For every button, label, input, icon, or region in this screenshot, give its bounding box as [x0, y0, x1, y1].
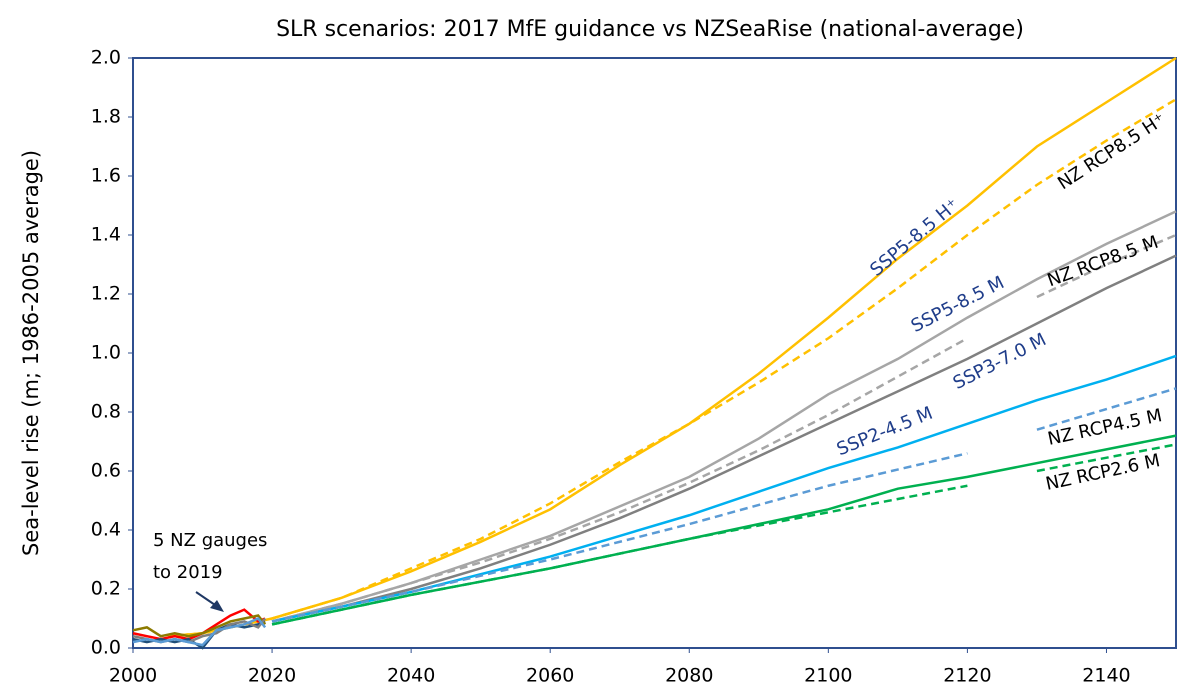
series-line	[271, 233, 1177, 623]
y-tick-label: 0.6	[91, 460, 121, 482]
series-line	[167, 56, 1177, 638]
y-tick-label: 0.2	[91, 578, 121, 600]
series-line	[132, 614, 267, 638]
series-line	[271, 354, 1177, 623]
x-tick-label: 2140	[1082, 665, 1130, 687]
y-tick-label: 2.0	[91, 47, 121, 69]
x-tick-label: 2020	[248, 665, 296, 687]
y-tick-label: 0.4	[91, 519, 121, 541]
x-tick-label: 2000	[109, 665, 157, 687]
x-tick-label: 2080	[665, 665, 713, 687]
x-tick-label: 2040	[387, 665, 435, 687]
x-tick-label: 2100	[804, 665, 852, 687]
annotation: 5 NZ gauges	[153, 530, 267, 551]
series-line	[271, 443, 1177, 626]
x-tick-label: 2120	[943, 665, 991, 687]
series-line	[271, 210, 1177, 623]
series-line	[132, 616, 267, 647]
series-line	[271, 387, 1177, 623]
series-label: NZ RCP8.5 H⁺	[1054, 109, 1169, 194]
x-tick-label: 2060	[526, 665, 574, 687]
series-label: NZ RCP2.6 M	[1044, 450, 1162, 495]
series-line	[271, 434, 1177, 626]
series-label: NZ RCP4.5 M	[1046, 405, 1164, 450]
chart-title: SLR scenarios: 2017 MfE guidance vs NZSe…	[276, 17, 1024, 42]
y-tick-label: 0.0	[91, 637, 121, 659]
y-tick-label: 1.0	[91, 342, 121, 364]
arrow-head	[210, 600, 224, 612]
y-tick-label: 1.4	[91, 224, 121, 246]
annotation: to 2019	[153, 562, 223, 583]
y-tick-label: 0.8	[91, 401, 121, 423]
y-axis-label: Sea-level rise (m; 1986-2005 average)	[19, 150, 43, 556]
y-tick-label: 1.2	[91, 283, 121, 305]
y-tick-label: 1.8	[91, 106, 121, 128]
series-line	[167, 98, 1177, 638]
plot-frame	[132, 57, 1177, 649]
series-label: SSP5-8.5 H⁺	[866, 195, 963, 281]
series-label: NZ RCP8.5 M	[1045, 232, 1162, 292]
series-label: SSP3-7.0 M	[950, 329, 1050, 394]
series-line	[271, 254, 1177, 623]
y-tick-label: 1.6	[91, 165, 121, 187]
